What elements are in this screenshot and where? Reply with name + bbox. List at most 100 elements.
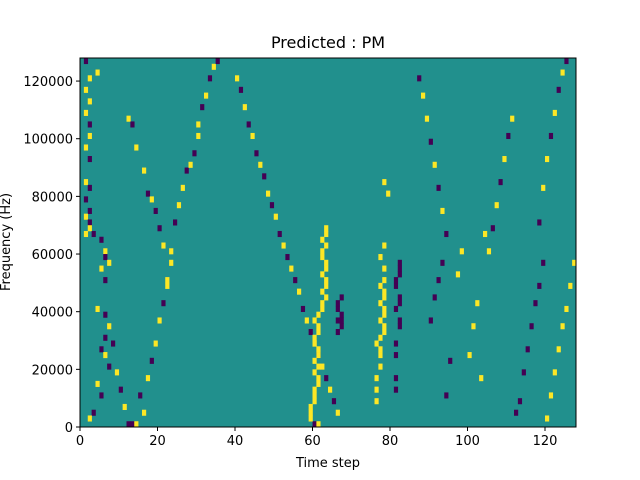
heatmap-cell [196, 121, 201, 128]
heatmap-cell [87, 75, 92, 82]
heatmap-cell [153, 340, 158, 347]
heatmap-cell [83, 144, 89, 151]
heatmap-cell [335, 328, 340, 336]
heatmap-cell [149, 196, 154, 203]
heatmap-cell [521, 369, 526, 376]
heatmap-cell [393, 305, 399, 312]
heatmap-cell [436, 184, 441, 191]
heatmap-cell [312, 421, 317, 428]
heatmap-cell [161, 300, 166, 307]
heatmap-cell [308, 403, 313, 411]
heatmap-cell [192, 150, 197, 157]
x-tick-label: 60 [304, 434, 321, 449]
heatmap-cell [444, 230, 449, 238]
heatmap-cell [142, 167, 147, 174]
heatmap-cell [324, 225, 329, 232]
heatmap-cell [397, 271, 402, 278]
heatmap-cell [107, 363, 112, 370]
heatmap-cell [502, 156, 507, 163]
heatmap-cell [83, 213, 89, 220]
heatmap-cell [393, 375, 399, 382]
heatmap-cell [382, 294, 387, 301]
heatmap-cell [537, 282, 542, 289]
x-tick-label: 80 [382, 434, 399, 449]
heatmap-cell [548, 392, 554, 399]
heatmap-cell [99, 265, 104, 272]
heatmap-cell [328, 386, 333, 393]
y-tick-label: 100000 [23, 133, 73, 148]
x-tick-label: 40 [227, 434, 244, 449]
heatmap-cell [200, 104, 205, 111]
heatmap-cell [374, 375, 379, 382]
y-tick-label: 40000 [32, 306, 73, 321]
heatmap-cell [312, 340, 317, 347]
heatmap-cell [289, 265, 294, 272]
heatmap-cell [134, 144, 139, 151]
heatmap-cell [122, 403, 127, 411]
heatmap-cell [324, 294, 329, 301]
heatmap-cell [548, 132, 554, 140]
heatmap-cell [142, 409, 147, 416]
x-tick-label: 20 [149, 434, 166, 449]
heatmap-cell [316, 352, 321, 359]
heatmap-cell [87, 184, 92, 191]
heatmap-cell [269, 202, 275, 209]
x-tick-label: 100 [455, 434, 480, 449]
heatmap-cell [235, 75, 240, 82]
heatmap-cell [560, 323, 565, 330]
heatmap-cell [545, 415, 550, 422]
heatmap-cell [541, 184, 546, 191]
heatmap-cell [397, 259, 402, 266]
heatmap-cell [397, 300, 402, 307]
heatmap-cell [184, 167, 189, 174]
heatmap-cell [312, 369, 317, 376]
heatmap-cell [281, 242, 286, 249]
heatmap-cell [378, 300, 383, 307]
heatmap-cell [316, 380, 321, 387]
heatmap-cell [552, 109, 557, 116]
heatmap-cell [87, 225, 92, 232]
heatmap-cell [99, 392, 104, 399]
heatmap-cell [510, 115, 515, 122]
heatmap-cell [188, 161, 193, 168]
heatmap-cell [428, 138, 433, 145]
heatmap-cell [293, 277, 298, 284]
heatmap-cell [169, 259, 174, 266]
heatmap-cell [393, 277, 399, 284]
heatmap-cell [320, 288, 325, 295]
heatmap-cell [475, 300, 480, 307]
heatmap-cell [397, 323, 402, 330]
heatmap-cell [339, 317, 344, 324]
heatmap-cell [83, 58, 89, 65]
heatmap-cell [498, 179, 503, 186]
heatmap-cell [397, 317, 402, 324]
heatmap-cell [494, 202, 499, 209]
heatmap-cell [107, 259, 112, 266]
heatmap-cell [246, 121, 251, 128]
heatmap-cell [529, 323, 534, 330]
y-tick-label: 120000 [23, 75, 73, 90]
heatmap-cell [300, 305, 306, 312]
heatmap-cell [335, 409, 340, 416]
heatmap-cell [552, 369, 557, 376]
heatmap-cell [545, 156, 550, 163]
y-tick-label: 60000 [32, 248, 73, 263]
heatmap-cell [238, 86, 244, 93]
heatmap-cell [339, 294, 344, 301]
heatmap-cell [459, 248, 464, 255]
heatmap-cell [134, 421, 139, 428]
heatmap-cell [312, 386, 317, 393]
heatmap-cell [312, 392, 317, 399]
heatmap-cell [378, 352, 383, 359]
heatmap-cell [196, 132, 201, 140]
heatmap-cell [215, 58, 220, 65]
heatmap-cell [165, 282, 170, 289]
heatmap-cell [254, 150, 259, 157]
heatmap-cell [91, 230, 96, 238]
heatmap-cell [99, 346, 104, 353]
heatmap-cell [204, 92, 209, 99]
heatmap-cell [564, 58, 569, 65]
heatmap-cell [378, 254, 383, 261]
heatmap-cell [320, 236, 325, 243]
heatmap-cell [471, 323, 476, 330]
